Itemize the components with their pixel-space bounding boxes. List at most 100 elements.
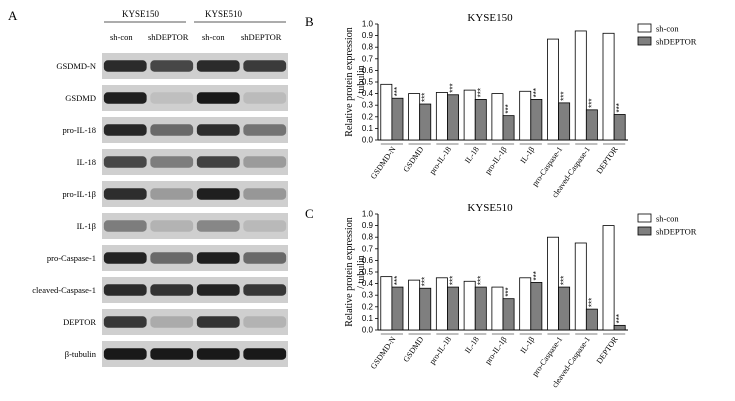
y-tick-label: 0.4 xyxy=(362,279,374,288)
blot-band xyxy=(196,92,240,104)
blot-band xyxy=(243,92,287,104)
bar-sh-con xyxy=(491,286,504,331)
blot-band xyxy=(196,252,240,264)
blot-band xyxy=(196,156,240,168)
bar-sh-con xyxy=(574,30,587,141)
bar-shdeptor xyxy=(474,99,487,141)
legend-swatch xyxy=(637,23,652,33)
blot-band xyxy=(150,220,194,232)
significance-marker: *** xyxy=(476,276,485,285)
bar-sh-con xyxy=(435,277,448,331)
condition-label-3: sh-con xyxy=(202,32,225,42)
cell-line-1-label: KYSE150 xyxy=(122,9,160,19)
legend-label: sh-con xyxy=(656,24,679,34)
x-tick-label: pro-IL-18 xyxy=(428,145,453,176)
y-tick-label: 1.0 xyxy=(362,20,374,29)
bar-sh-con xyxy=(463,280,476,331)
bar-shdeptor xyxy=(613,114,626,141)
y-tick-label: 0.4 xyxy=(362,89,374,98)
x-tick-label: GSDMD-N xyxy=(369,335,398,371)
significance-marker: *** xyxy=(615,103,624,112)
blot-band xyxy=(103,92,147,104)
blot-band xyxy=(196,284,240,296)
significance-marker: *** xyxy=(560,276,569,285)
x-tick-label: GSDMD-N xyxy=(369,145,398,181)
bar-shdeptor xyxy=(419,103,432,141)
blot-band xyxy=(150,156,194,168)
significance-marker: *** xyxy=(449,276,458,285)
x-tick-label: IL-18 xyxy=(463,335,481,355)
y-tick-label: 0.5 xyxy=(362,268,374,277)
bar-sh-con xyxy=(408,279,421,331)
blot-band xyxy=(150,188,194,200)
significance-marker: *** xyxy=(421,93,430,102)
bar-shdeptor xyxy=(502,115,515,141)
blot-band xyxy=(103,124,147,136)
blot-band xyxy=(150,92,194,104)
x-tick-label: DEPTOR xyxy=(595,334,621,365)
blot-band xyxy=(243,156,287,168)
legend-swatch xyxy=(637,213,652,223)
y-tick-label: 0.9 xyxy=(362,221,374,230)
bar-sh-con xyxy=(547,236,559,331)
significance-marker: *** xyxy=(504,104,513,113)
blot-row-label: pro-IL-18 xyxy=(62,125,96,135)
bar-shdeptor xyxy=(502,298,515,331)
x-tick-label: GSDMD xyxy=(401,145,425,174)
blot-band xyxy=(196,316,240,328)
y-tick-label: 0.8 xyxy=(362,233,374,242)
panel-a-letter: A xyxy=(8,8,18,23)
blot-strip xyxy=(102,149,288,175)
blot-band xyxy=(103,156,147,168)
bar-shdeptor xyxy=(585,308,598,331)
blot-band xyxy=(243,60,287,72)
bar-sh-con xyxy=(491,93,504,141)
significance-marker: *** xyxy=(560,92,569,101)
blot-band xyxy=(196,348,240,360)
y-tick-label: 0.2 xyxy=(362,112,374,121)
significance-marker: *** xyxy=(393,87,402,96)
y-axis-label: Relative protein expression/ tubulin xyxy=(344,217,367,326)
y-axis-label: Relative protein expression/ tubulin xyxy=(344,27,367,136)
blot-row-label: pro-Caspase-1 xyxy=(47,253,96,263)
blot-strip xyxy=(102,309,288,335)
blot-strip xyxy=(102,85,288,111)
y-tick-label: 0.0 xyxy=(362,136,374,145)
y-tick-label: 0.6 xyxy=(362,66,374,75)
bar-shdeptor xyxy=(474,286,487,331)
blot-band xyxy=(243,220,287,232)
y-tick-label: 0.5 xyxy=(362,78,374,87)
y-tick-label: 0.6 xyxy=(362,256,374,265)
blot-row-label: pro-IL-1β xyxy=(62,189,96,199)
bar-shdeptor xyxy=(530,99,543,141)
bar-sh-con xyxy=(435,92,448,141)
x-tick-label: pro-IL-18 xyxy=(428,335,453,366)
blot-strip xyxy=(102,117,288,143)
blot-strip xyxy=(102,181,288,207)
blot-row-label: GSDMD-N xyxy=(56,61,96,71)
bar-shdeptor xyxy=(585,109,598,141)
x-tick-label: IL-1β xyxy=(519,145,537,165)
y-tick-label: 0.1 xyxy=(362,314,374,323)
blot-strip xyxy=(102,245,288,271)
y-tick-label: 0.0 xyxy=(362,326,374,335)
blot-row-label: β-tubulin xyxy=(65,349,97,359)
blot-band xyxy=(243,348,287,360)
blot-band xyxy=(103,252,147,264)
blot-row-label: DEPTOR xyxy=(63,317,96,327)
blot-row-label: IL-18 xyxy=(77,157,96,167)
y-tick-label: 0.3 xyxy=(362,291,374,300)
y-tick-label: 0.8 xyxy=(362,43,374,52)
bar-sh-con xyxy=(380,276,393,331)
chart-kyse510: C KYSE510 Relative protein expression/ tu… xyxy=(305,202,697,389)
y-tick-label: 0.7 xyxy=(362,54,374,63)
x-tick-label: DEPTOR xyxy=(595,144,621,175)
significance-marker: *** xyxy=(449,83,458,92)
blot-band xyxy=(103,348,147,360)
significance-marker: *** xyxy=(587,98,596,107)
significance-marker: *** xyxy=(532,88,541,97)
bar-shdeptor xyxy=(447,94,459,141)
bar-sh-con xyxy=(519,90,532,141)
blot-strip xyxy=(102,277,288,303)
